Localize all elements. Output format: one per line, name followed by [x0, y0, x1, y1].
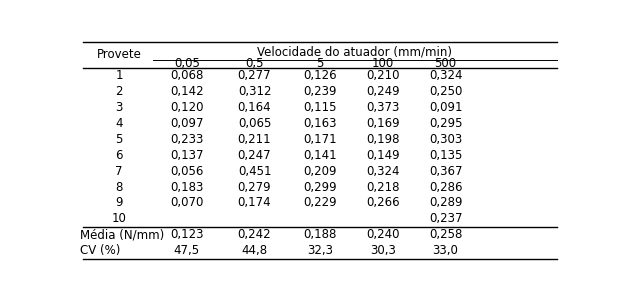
Text: 0,237: 0,237: [429, 212, 462, 225]
Text: 0,279: 0,279: [238, 181, 271, 194]
Text: 0,312: 0,312: [238, 85, 271, 98]
Text: 0,169: 0,169: [366, 117, 399, 130]
Text: 30,3: 30,3: [370, 244, 396, 257]
Text: 5: 5: [115, 133, 123, 146]
Text: 32,3: 32,3: [307, 244, 333, 257]
Text: 1: 1: [115, 69, 123, 82]
Text: 0,277: 0,277: [238, 69, 271, 82]
Text: 100: 100: [371, 57, 394, 70]
Text: 5: 5: [316, 57, 323, 70]
Text: 0,141: 0,141: [303, 149, 336, 162]
Text: Média (N/mm): Média (N/mm): [80, 228, 165, 241]
Text: 0,164: 0,164: [238, 101, 271, 114]
Text: 0,210: 0,210: [366, 69, 399, 82]
Text: 0,070: 0,070: [170, 196, 203, 209]
Text: 3: 3: [115, 101, 123, 114]
Text: 0,247: 0,247: [238, 149, 271, 162]
Text: 2: 2: [115, 85, 123, 98]
Text: 0,137: 0,137: [170, 149, 203, 162]
Text: 0,126: 0,126: [303, 69, 336, 82]
Text: 0,056: 0,056: [170, 165, 203, 178]
Text: 0,149: 0,149: [366, 149, 399, 162]
Text: 0,299: 0,299: [303, 181, 336, 194]
Text: 4: 4: [115, 117, 123, 130]
Text: CV (%): CV (%): [80, 244, 121, 257]
Text: 0,258: 0,258: [429, 228, 462, 241]
Text: 0,211: 0,211: [238, 133, 271, 146]
Text: 0,324: 0,324: [366, 165, 399, 178]
Text: 0,250: 0,250: [429, 85, 462, 98]
Text: 0,242: 0,242: [238, 228, 271, 241]
Text: 9: 9: [115, 196, 123, 209]
Text: Provete: Provete: [97, 48, 142, 61]
Text: 0,183: 0,183: [170, 181, 203, 194]
Text: 0,324: 0,324: [429, 69, 462, 82]
Text: 0,229: 0,229: [303, 196, 336, 209]
Text: 0,286: 0,286: [429, 181, 462, 194]
Text: 0,451: 0,451: [238, 165, 271, 178]
Text: Velocidade do atuador (mm/min): Velocidade do atuador (mm/min): [257, 45, 452, 58]
Text: 0,188: 0,188: [303, 228, 336, 241]
Text: 0,091: 0,091: [429, 101, 462, 114]
Text: 7: 7: [115, 165, 123, 178]
Text: 0,198: 0,198: [366, 133, 399, 146]
Text: 500: 500: [434, 57, 457, 70]
Text: 0,289: 0,289: [429, 196, 462, 209]
Text: 0,266: 0,266: [366, 196, 399, 209]
Text: 0,240: 0,240: [366, 228, 399, 241]
Text: 0,5: 0,5: [245, 57, 264, 70]
Text: 0,233: 0,233: [170, 133, 203, 146]
Text: 0,249: 0,249: [366, 85, 399, 98]
Text: 0,097: 0,097: [170, 117, 203, 130]
Text: 6: 6: [115, 149, 123, 162]
Text: 0,171: 0,171: [303, 133, 336, 146]
Text: 0,209: 0,209: [303, 165, 336, 178]
Text: 0,115: 0,115: [303, 101, 336, 114]
Text: 33,0: 33,0: [432, 244, 459, 257]
Text: 0,367: 0,367: [429, 165, 462, 178]
Text: 0,239: 0,239: [303, 85, 336, 98]
Text: 0,295: 0,295: [429, 117, 462, 130]
Text: 0,303: 0,303: [429, 133, 462, 146]
Text: 0,123: 0,123: [170, 228, 203, 241]
Text: 0,142: 0,142: [170, 85, 203, 98]
Text: 47,5: 47,5: [173, 244, 200, 257]
Text: 0,163: 0,163: [303, 117, 336, 130]
Text: 44,8: 44,8: [241, 244, 268, 257]
Text: 8: 8: [115, 181, 123, 194]
Text: 10: 10: [112, 212, 127, 225]
Text: 0,068: 0,068: [170, 69, 203, 82]
Text: 0,135: 0,135: [429, 149, 462, 162]
Text: 0,065: 0,065: [238, 117, 271, 130]
Text: 0,120: 0,120: [170, 101, 203, 114]
Text: 0,218: 0,218: [366, 181, 399, 194]
Text: 0,174: 0,174: [238, 196, 271, 209]
Text: 0,05: 0,05: [174, 57, 200, 70]
Text: 0,373: 0,373: [366, 101, 399, 114]
